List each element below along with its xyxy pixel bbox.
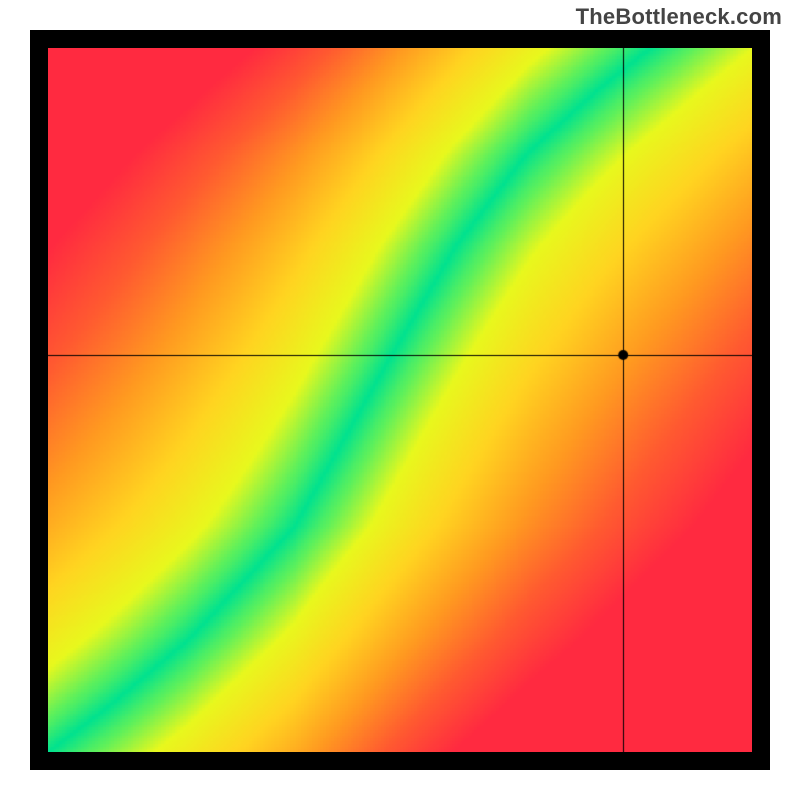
root: TheBottleneck.com bbox=[0, 0, 800, 800]
watermark-text: TheBottleneck.com bbox=[576, 4, 782, 30]
plot-frame bbox=[30, 30, 770, 770]
crosshair-overlay bbox=[48, 48, 752, 752]
